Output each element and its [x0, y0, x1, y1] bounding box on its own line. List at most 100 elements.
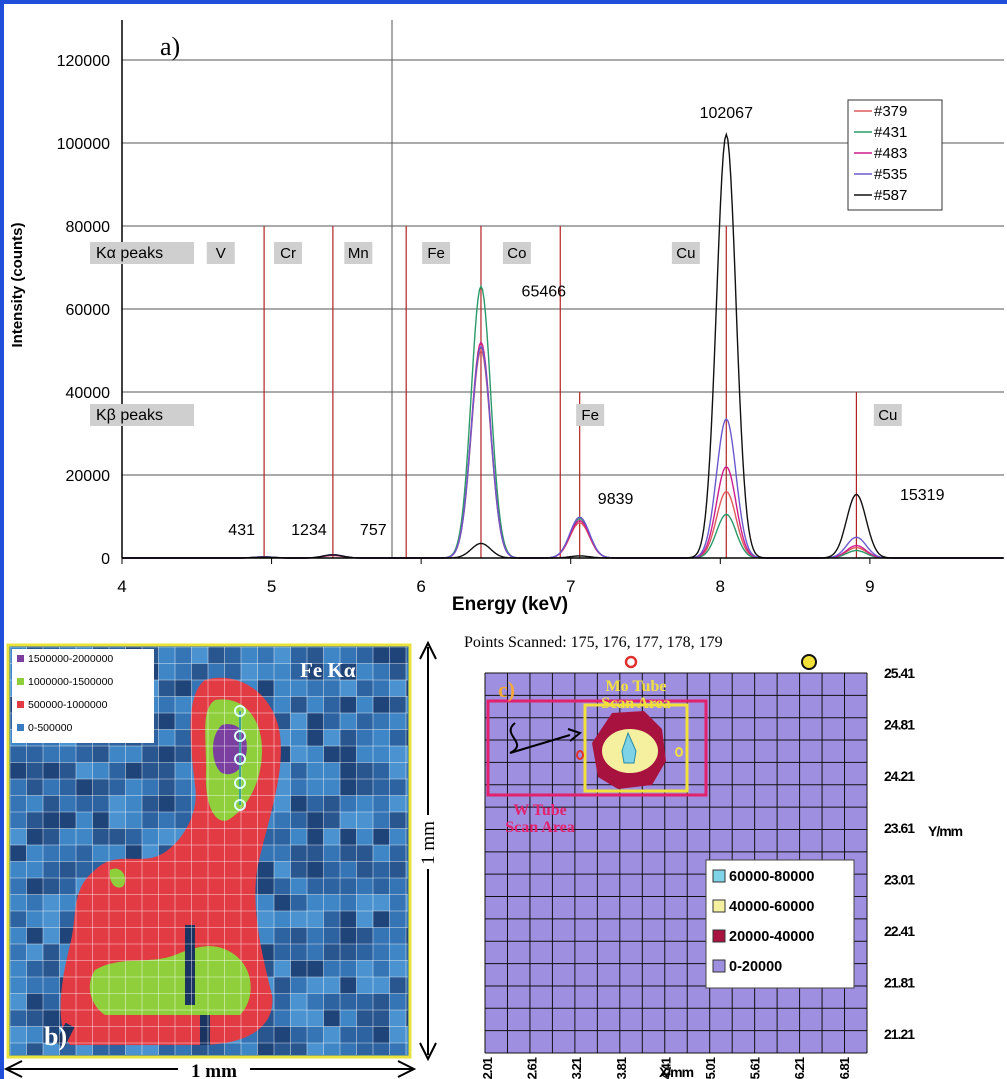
map-cell: [43, 1043, 60, 1055]
spectrum-legend: #379 #431 #483 #535 #587: [847, 99, 943, 211]
map-cell: [43, 795, 60, 813]
map-cell: [274, 894, 291, 912]
map-cell: [356, 828, 374, 846]
map-cell: [43, 944, 60, 961]
kb-peaks-label-box: [90, 404, 194, 426]
map-cell: [125, 828, 143, 846]
map-cell: [257, 927, 275, 945]
map-cell: [406, 927, 408, 945]
y-tick-label: 24.81: [884, 717, 915, 733]
map-cell: [406, 894, 408, 912]
map-cell: [290, 927, 308, 945]
legend-entry: 0-20000: [729, 959, 782, 975]
map-cell: [340, 1043, 357, 1055]
map-cell: [406, 960, 408, 978]
legend-entry: 1500000-2000000: [28, 653, 113, 665]
legend-entry: 20000-40000: [729, 929, 814, 945]
map-cell: [307, 894, 324, 912]
map-cell: [290, 746, 308, 763]
map-cell: [10, 762, 27, 780]
map-cell: [274, 779, 291, 796]
map-cell: [59, 894, 77, 912]
map-cell: [356, 911, 374, 928]
map-cell: [109, 795, 126, 813]
map-cell: [340, 696, 357, 714]
map-cell: [26, 894, 44, 912]
map-cell: [356, 977, 374, 994]
map-cell: [43, 894, 60, 912]
map-cell: [356, 1043, 374, 1055]
map-cell: [10, 795, 27, 813]
scale-label-bg-y: [420, 815, 436, 869]
map-cell: [10, 927, 27, 945]
map-cell: [274, 993, 291, 1011]
map-cell: [274, 696, 291, 714]
map-cell: [389, 647, 407, 664]
map-cell: [257, 878, 275, 895]
ka-label-mn: Mn: [348, 245, 369, 262]
legend-background: [12, 649, 154, 743]
map-cell: [373, 696, 390, 714]
map-cell: [92, 828, 110, 846]
map-cell: [373, 663, 390, 681]
map-cell: [175, 713, 192, 730]
map-cell: [356, 696, 374, 714]
map-cell: [158, 663, 176, 681]
map-cell: [373, 878, 390, 895]
element-labels: Kα peaks V Cr Mn Fe Co Cu Kβ peaks Fe Cu: [90, 242, 902, 426]
ka-label-co-box: [502, 242, 531, 264]
map-cell: [340, 878, 357, 895]
y-tick-label: 80000: [66, 219, 111, 236]
map-cell: [406, 993, 408, 1011]
map-cell: [43, 878, 60, 895]
map-cell: [109, 812, 126, 829]
map-cell: [10, 960, 27, 978]
x-tick-label: 9: [865, 577, 874, 596]
ka-label-cu-box: [671, 242, 700, 264]
legend-box: [705, 859, 855, 989]
map-cell: [274, 1026, 291, 1044]
map-cell: [142, 812, 159, 829]
ka-peaks-label: Kα peaks: [96, 245, 163, 262]
map-cell: [406, 911, 408, 928]
map-cell: [290, 1043, 308, 1055]
map-cell: [307, 944, 324, 961]
legend-entry: 500000-1000000: [28, 699, 108, 711]
map-cell: [356, 960, 374, 978]
map-cell: [373, 977, 390, 994]
legend-entry: #483: [874, 145, 907, 162]
map-cell: [323, 927, 341, 945]
hotspot-60000-80000: [621, 731, 637, 764]
map-cell: [340, 845, 357, 862]
map-cell: [340, 1026, 357, 1044]
panel-a-label: a): [160, 32, 180, 61]
map-cell: [26, 828, 44, 846]
map-cell: [340, 746, 357, 763]
map-cell: [290, 861, 308, 879]
map-cell: [59, 878, 77, 895]
map-cell: [191, 663, 209, 681]
fe-green-region: [89, 699, 262, 1015]
map-cell: [59, 795, 77, 813]
map-cell: [389, 762, 407, 780]
spectrum-chart: 0 20000 40000 60000 80000 100000 120000 4 5 6 7 8 9 1…: [9, 20, 1004, 615]
map-cell: [307, 911, 324, 928]
map-cell: [59, 762, 77, 780]
map-cell: [389, 696, 407, 714]
map-cell: [26, 1026, 44, 1044]
map-cell: [389, 663, 407, 681]
series-431: [122, 284, 1003, 559]
map-cell: [26, 795, 44, 813]
map-cell: [257, 845, 275, 862]
map-cell: [373, 1043, 390, 1055]
c-x-axis-label: X/mm: [659, 1064, 694, 1079]
map-cell: [323, 1043, 341, 1055]
map-cell: [76, 1043, 93, 1055]
map-cell: [158, 680, 176, 697]
map-cell: [274, 828, 291, 846]
kb-label-cu: Cu: [878, 407, 897, 424]
scan-point-175: [234, 705, 246, 717]
legend-swatch: [712, 869, 726, 883]
map-cell: [43, 927, 60, 945]
